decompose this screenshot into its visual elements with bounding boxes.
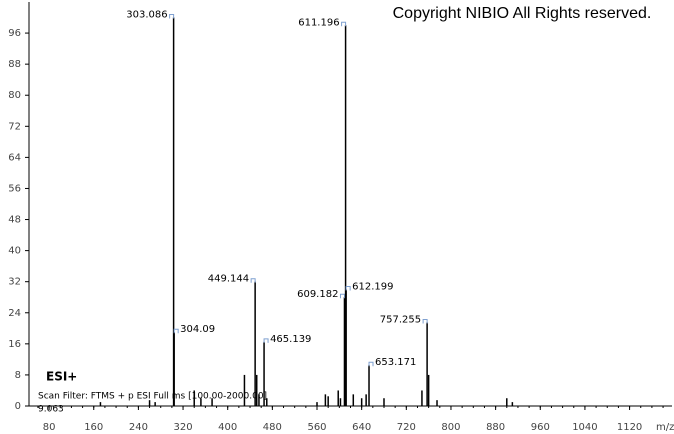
y-tick-label: 48 xyxy=(8,215,21,226)
y-tick-label: 40 xyxy=(8,246,21,257)
y-tick-label: 32 xyxy=(8,277,21,288)
label-bracket xyxy=(341,21,347,27)
x-tick-label: 320 xyxy=(174,422,193,433)
x-tick-label: 1040 xyxy=(572,422,597,433)
label-bracket xyxy=(339,293,345,299)
x-axis-label: m/z xyxy=(656,422,674,433)
label-bracket xyxy=(173,328,179,334)
annotation: Scan Filter: FTMS + p ESI Full ms [100.0… xyxy=(38,392,267,402)
y-tick-label: 24 xyxy=(8,308,21,319)
peak-label: 304.09 xyxy=(180,324,215,335)
x-tick-label: 880 xyxy=(486,422,505,433)
x-tick-label: 800 xyxy=(441,422,460,433)
label-bracket xyxy=(422,318,428,324)
peak-label: 653.171 xyxy=(375,357,416,368)
y-tick-label: 88 xyxy=(8,59,21,70)
x-tick-label: 1120 xyxy=(617,422,642,433)
x-tick-label: 720 xyxy=(397,422,416,433)
chart-title: Copyright NIBIO All Rights reserved. xyxy=(393,5,652,22)
x-tick-label: 400 xyxy=(218,422,237,433)
y-tick-label: 72 xyxy=(8,121,21,132)
y-tick-label: 8 xyxy=(15,370,21,381)
label-bracket xyxy=(368,361,374,367)
x-tick-label: 160 xyxy=(84,422,103,433)
x-tick-label: 480 xyxy=(263,422,282,433)
y-tick-label: 80 xyxy=(8,90,21,101)
x-tick-label: 640 xyxy=(352,422,371,433)
peak-label: 465.139 xyxy=(270,334,311,345)
y-tick-label: 16 xyxy=(8,339,21,350)
label-bracket xyxy=(345,285,351,291)
annotation: ESI+ xyxy=(46,370,77,384)
x-tick-label: 560 xyxy=(307,422,326,433)
label-bracket xyxy=(250,278,256,283)
x-tick-label: 80 xyxy=(43,422,56,433)
label-bracket xyxy=(263,338,269,343)
y-tick-label: 56 xyxy=(8,183,21,194)
peak-label: 609.182 xyxy=(297,289,338,300)
y-tick-label: 64 xyxy=(8,152,21,163)
x-tick-label: 960 xyxy=(531,422,550,433)
peak-label: 449.144 xyxy=(208,274,249,285)
peak-label: 611.196 xyxy=(298,17,339,28)
x-tick-label: 240 xyxy=(129,422,148,433)
y-tick-label: 96 xyxy=(8,28,21,39)
y-tick-label: 0 xyxy=(15,401,21,412)
peak-label: 612.199 xyxy=(352,281,393,292)
annotation: 9.063 xyxy=(38,405,64,415)
peak-label: 303.086 xyxy=(126,10,167,21)
label-bracket xyxy=(169,14,175,19)
peak-label: 757.255 xyxy=(380,314,421,325)
